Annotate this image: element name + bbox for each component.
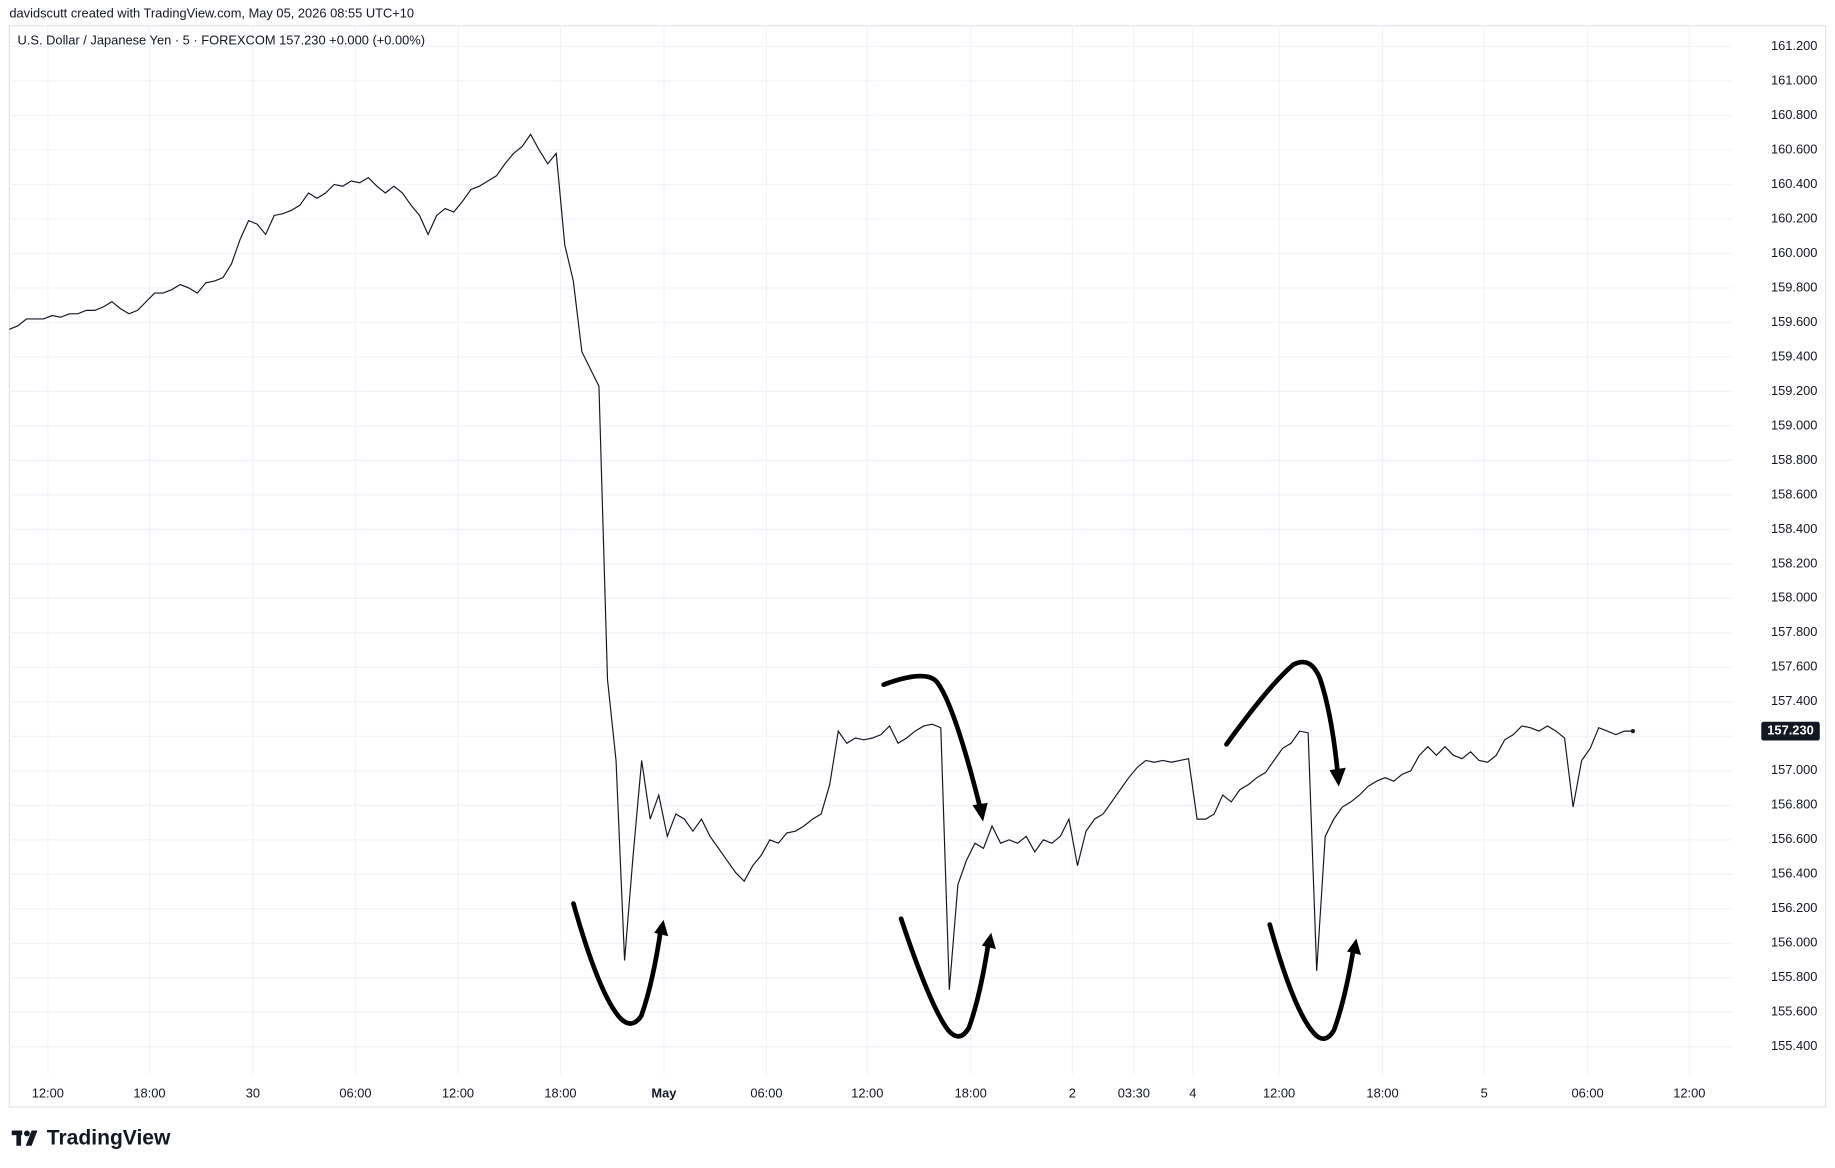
arrow-head xyxy=(972,802,988,822)
y-tick-label: 156.600 xyxy=(1771,831,1817,846)
symbol-title: U.S. Dollar / Japanese Yen · 5 · FOREXCO… xyxy=(18,32,425,47)
x-tick-label: 12:00 xyxy=(1263,1086,1295,1101)
y-tick-label: 160.000 xyxy=(1771,245,1817,260)
frame xyxy=(8,25,1827,1108)
x-tick-label: 12:00 xyxy=(32,1086,64,1101)
y-tick-label: 159.400 xyxy=(1771,348,1817,363)
y-tick-label: 156.000 xyxy=(1771,935,1817,950)
x-tick-label: 30 xyxy=(246,1086,260,1101)
x-tick-label: 5 xyxy=(1481,1086,1488,1101)
y-tick-label: 161.200 xyxy=(1771,38,1817,53)
x-tick-label: 2 xyxy=(1069,1086,1076,1101)
y-tick-label: 158.400 xyxy=(1771,521,1817,536)
y-tick-label: 161.000 xyxy=(1771,72,1817,87)
y-tick-label: 157.800 xyxy=(1771,624,1817,639)
arrow-head xyxy=(654,919,669,937)
arrow-head xyxy=(981,932,996,950)
y-tick-label: 159.000 xyxy=(1771,417,1817,432)
y-tick-label: 155.400 xyxy=(1771,1038,1817,1053)
y-tick-label: 159.600 xyxy=(1771,314,1817,329)
annotation-arrow xyxy=(1224,659,1340,775)
y-tick-label: 156.200 xyxy=(1771,900,1817,915)
header: davidscutt created with TradingView.com,… xyxy=(9,5,414,20)
y-tick-label: 160.600 xyxy=(1771,141,1817,156)
x-tick-label: 18:00 xyxy=(544,1086,576,1101)
x-tick-label: 18:00 xyxy=(1366,1086,1398,1101)
x-tick-label: 03:30 xyxy=(1118,1086,1150,1101)
x-tick-label: 4 xyxy=(1189,1086,1196,1101)
logo-icon xyxy=(16,1130,22,1146)
price-tag-label: 157.230 xyxy=(1767,723,1813,738)
annotations xyxy=(571,659,1362,1041)
logo: TradingView xyxy=(11,1126,171,1149)
x-tick-label: 18:00 xyxy=(955,1086,987,1101)
arrow-head xyxy=(1346,938,1362,955)
x-tick-label: 12:00 xyxy=(442,1086,474,1101)
annotation-arrow xyxy=(898,916,992,1039)
annotation-arrow xyxy=(881,673,984,813)
x-tick-label: 12:00 xyxy=(1673,1086,1705,1101)
y-tick-label: 156.400 xyxy=(1771,866,1817,881)
y-tick-label: 157.000 xyxy=(1771,762,1817,777)
x-tick-label: 06:00 xyxy=(750,1086,782,1101)
logo-icon xyxy=(23,1130,30,1137)
y-tick-label: 158.000 xyxy=(1771,590,1817,605)
price-line xyxy=(9,133,1633,990)
y-tick-label: 160.200 xyxy=(1771,210,1817,225)
arrow-head xyxy=(1329,767,1346,787)
x-tick-label: 06:00 xyxy=(1572,1086,1604,1101)
y-tick-label: 159.200 xyxy=(1771,383,1817,398)
y-tick-label: 158.600 xyxy=(1771,486,1817,501)
price-tag xyxy=(1761,721,1820,741)
last-point xyxy=(1630,729,1636,734)
x-tick-label: 18:00 xyxy=(133,1086,165,1101)
x-tick-label: 12:00 xyxy=(851,1086,883,1101)
grid xyxy=(9,25,1733,1075)
y-tick-label: 160.800 xyxy=(1771,107,1817,122)
x-tick-label: May xyxy=(651,1086,677,1101)
y-tick-label: 157.600 xyxy=(1771,659,1817,674)
x-tick-label: 06:00 xyxy=(339,1086,371,1101)
y-tick-label: 158.200 xyxy=(1771,555,1817,570)
y-tick-label: 155.600 xyxy=(1771,1004,1817,1019)
y-tick-label: 158.800 xyxy=(1771,452,1817,467)
y-tick-label: 159.800 xyxy=(1771,279,1817,294)
logo-text: TradingView xyxy=(47,1126,171,1149)
y-tick-label: 155.800 xyxy=(1771,969,1817,984)
y-tick-label: 157.400 xyxy=(1771,693,1817,708)
annotation-arrow xyxy=(1267,922,1357,1041)
annotation-arrow xyxy=(571,901,664,1026)
logo-icon xyxy=(25,1130,38,1146)
y-tick-label: 160.400 xyxy=(1771,176,1817,191)
y-tick-label: 156.800 xyxy=(1771,797,1817,812)
